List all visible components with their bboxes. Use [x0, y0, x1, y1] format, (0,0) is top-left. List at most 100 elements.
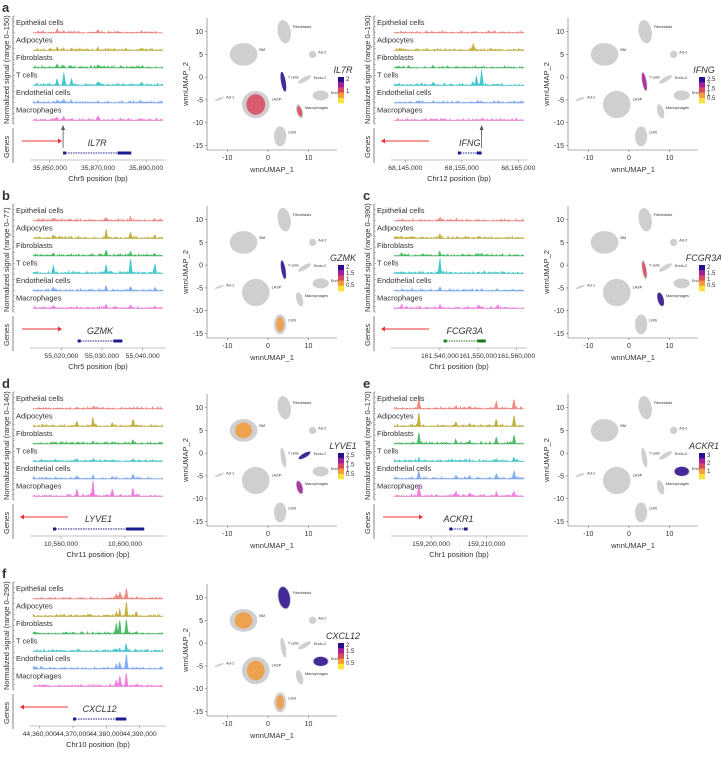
- umap-cluster-label: T cells: [288, 264, 299, 268]
- track-label: Macrophages: [16, 106, 62, 115]
- colorbar-tick-label: 1.5: [346, 463, 355, 469]
- colorbar-tick-label: 1.5: [707, 87, 716, 93]
- track-label: Adipocytes: [16, 412, 53, 421]
- umap-y-tick-label: -5: [197, 285, 203, 292]
- umap-cluster-bm: [590, 419, 619, 442]
- arrowhead-icon: [58, 326, 62, 332]
- track-label: T cells: [16, 637, 38, 646]
- umap-y-tick-label: -15: [554, 143, 564, 150]
- umap-cluster-label: BM: [259, 424, 265, 428]
- umap-cluster-label: Ad-1: [226, 472, 234, 476]
- umap-cluster-endo-1: [312, 90, 329, 101]
- umap-cluster-fibroblasts: [638, 395, 652, 420]
- umap-cluster-label: Endo-1: [331, 279, 343, 283]
- umap-cluster-label: LASP: [272, 97, 282, 101]
- umap-cluster-label: Ad-1: [226, 284, 234, 288]
- umap-cluster-fibroblasts: [638, 207, 652, 232]
- track-label: Macrophages: [16, 672, 62, 681]
- track-label: Endothelial cells: [16, 654, 70, 663]
- x-axis-label: Chr1 position (bp): [429, 550, 489, 559]
- gene-exon: [115, 717, 127, 721]
- signal-track-fibroblasts: [32, 249, 164, 257]
- arrowhead-icon: [20, 514, 24, 520]
- colorbar-segment: [699, 265, 705, 271]
- umap-cluster-macrophages: [295, 292, 304, 307]
- umap-y-tick-label: 0: [199, 451, 203, 458]
- umap-cluster-endo-2: [298, 263, 311, 272]
- umap-expression-t-cells: [280, 260, 286, 279]
- figure-svg: b Normalized signal (range 0–77) Epithelia…: [2, 188, 357, 371]
- colorbar-tick-label: 1.5: [346, 271, 355, 277]
- x-tick-label: 35,890,000: [129, 165, 163, 172]
- umap-y-tick-label: -5: [558, 97, 564, 104]
- colorbar-segment: [699, 463, 705, 469]
- umap-cluster-fibroblasts: [277, 19, 291, 44]
- umap-cluster-label: LASP: [633, 473, 643, 477]
- umap-y-tick-label: -10: [193, 686, 203, 693]
- umap-cluster-label: T cells: [288, 76, 299, 80]
- umap-y-tick-label: 10: [195, 595, 203, 602]
- umap-cluster-label: BM: [259, 236, 265, 240]
- umap-cluster-label: T cells: [649, 452, 660, 456]
- x-axis-label: Chr10 position (bp): [66, 740, 130, 749]
- umap-cluster-endo-2: [298, 641, 311, 650]
- track-label: T cells: [16, 259, 38, 268]
- umap-cluster-lasp: [241, 278, 270, 307]
- x-tick-label: 44,380,000: [89, 731, 123, 738]
- panel-c-fcgr3a: c Normalized signal (range 0–390) Epitheli…: [361, 188, 721, 376]
- umap-y-label: wnnUMAP_2: [542, 62, 551, 107]
- umap-y-tick-label: -10: [193, 308, 203, 315]
- umap-cluster-ad-2: [308, 238, 317, 247]
- umap-cluster-ad-2: [669, 50, 678, 59]
- umap-expression-bm: [235, 422, 253, 439]
- umap-y-label: wnnUMAP_2: [181, 628, 190, 673]
- umap-x-label: wnnUMAP_1: [249, 541, 294, 550]
- signal-track-fibroblasts: [32, 619, 164, 635]
- umap-cluster-bm: [229, 43, 258, 66]
- track-label: Fibroblasts: [377, 241, 414, 250]
- umap-cluster-label: Macrophages: [666, 294, 689, 298]
- signal-track-t-cells: [393, 456, 525, 462]
- umap-cluster-label: Macrophages: [305, 294, 328, 298]
- colorbar-segment: [338, 468, 344, 475]
- track-label: Epithelial cells: [377, 394, 425, 403]
- umap-cluster-label: LMS: [649, 506, 657, 510]
- panel-letter: b: [2, 188, 10, 203]
- gene-exon: [53, 527, 56, 531]
- panel-letter: a: [2, 0, 10, 15]
- umap-x-tick-label: 0: [627, 531, 631, 538]
- gene-exon: [449, 527, 453, 531]
- track-label: T cells: [16, 447, 38, 456]
- umap-x-tick-label: -10: [583, 531, 593, 538]
- genes-label: Genes: [363, 324, 372, 346]
- colorbar-segment: [699, 270, 705, 276]
- umap-y-tick-label: 5: [560, 240, 564, 247]
- y-axis-label: Normalized signal (range 0–77): [2, 207, 11, 312]
- umap-cluster-ad-1: [575, 97, 585, 102]
- gene-name: IFNG: [459, 138, 481, 148]
- umap-cluster-label: LMS: [288, 318, 296, 322]
- umap-cluster-label: LMS: [649, 318, 657, 322]
- umap-x-tick-label: -10: [583, 155, 593, 162]
- umap-y-tick-label: 0: [560, 263, 564, 270]
- x-tick-label: 55,040,000: [126, 353, 160, 360]
- track-label: Epithelial cells: [377, 206, 425, 215]
- umap-y-tick-label: 0: [560, 451, 564, 458]
- umap-cluster-label: LASP: [272, 285, 282, 289]
- track-label: Macrophages: [377, 294, 423, 303]
- track-label: Epithelial cells: [16, 394, 64, 403]
- track-label: T cells: [377, 447, 399, 456]
- track-label: Epithelial cells: [16, 206, 64, 215]
- umap-cluster-endo-1: [312, 466, 329, 477]
- umap-cluster-label: Fibroblasts: [293, 25, 312, 29]
- gene-exon: [63, 151, 67, 155]
- gene-exon: [117, 151, 132, 155]
- umap-x-tick-label: -10: [222, 155, 232, 162]
- umap-y-tick-label: 10: [195, 217, 203, 224]
- umap-x-tick-label: 10: [305, 721, 313, 728]
- panel-f-cxcl12: f Normalized signal (range 0–290) Epitheli…: [0, 566, 360, 754]
- umap-y-tick-label: -15: [193, 709, 203, 716]
- umap-cluster-endo-1: [673, 278, 690, 289]
- colorbar-tick-label: 2: [707, 82, 711, 88]
